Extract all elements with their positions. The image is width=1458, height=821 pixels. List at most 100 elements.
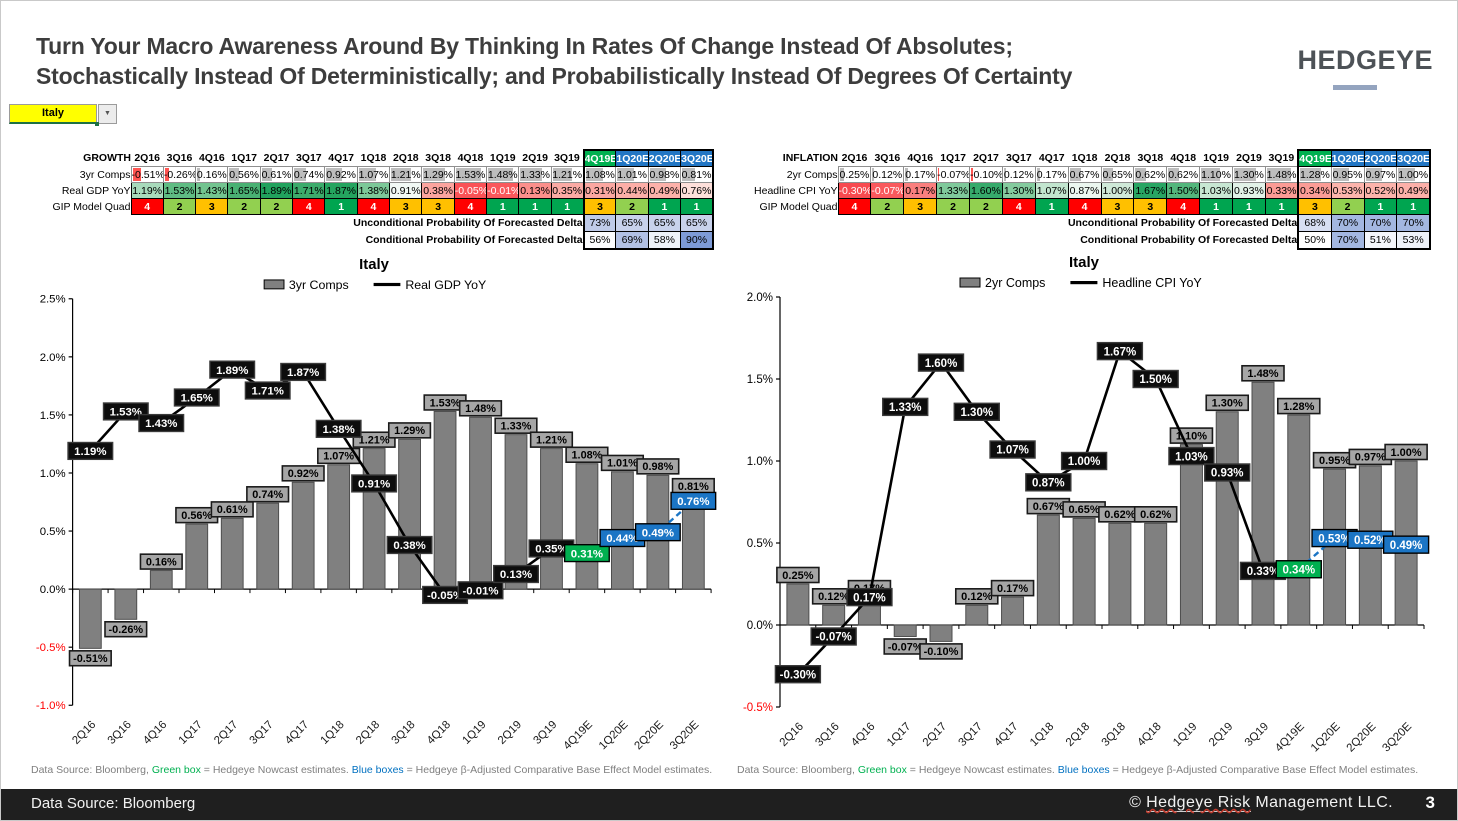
bar-label-box bbox=[210, 501, 254, 518]
chart-text: 0.65% bbox=[1069, 504, 1100, 516]
bar bbox=[78, 588, 102, 649]
cell: 1 bbox=[324, 198, 358, 215]
bar-label-box bbox=[387, 422, 432, 439]
title-line-2: Stochastically Instead Of Deterministica… bbox=[36, 63, 1073, 89]
cell: 1 bbox=[647, 198, 682, 215]
x-label: 1Q19 bbox=[1171, 721, 1199, 749]
bar bbox=[291, 481, 315, 590]
cell: 1 bbox=[518, 198, 552, 215]
chart-text: 0.25% bbox=[782, 570, 813, 582]
chart-text: 0.12% bbox=[818, 591, 849, 603]
chart-text: 0.74% bbox=[252, 489, 283, 501]
chart-text: 1.53% bbox=[110, 407, 142, 419]
inflation-chart-canvas: Italy 2yr Comps Headline CPI YoY 2.0% 1.5% 1.… bbox=[733, 247, 1435, 762]
probability-label: Unconditional Probability Of Forecasted … bbox=[353, 217, 583, 230]
cell: -0.07% bbox=[936, 166, 970, 183]
cell: 0.98% bbox=[647, 166, 682, 183]
footnote-text: = Hedgeye Nowcast estimates. bbox=[909, 764, 1055, 776]
cell: 1.00% bbox=[1396, 166, 1432, 183]
bar bbox=[220, 517, 244, 590]
quarter-header: 4Q16 bbox=[907, 152, 934, 164]
line-labels: -0.30% -0.07% 0.17% 1.33% 1.60% 1.30% 1.07% 0.8… bbox=[774, 341, 1430, 684]
cell: 3 bbox=[1297, 198, 1332, 215]
cell: 1 bbox=[1232, 198, 1266, 215]
bar-label-box bbox=[919, 643, 963, 660]
probability-cell: 65% bbox=[680, 214, 715, 232]
cell: 1 bbox=[1264, 198, 1299, 215]
cell: 0.61% bbox=[259, 166, 294, 183]
bar bbox=[504, 434, 528, 590]
quarter-header: 2Q17 bbox=[263, 152, 290, 164]
cell: 2 bbox=[615, 198, 649, 215]
chart-text: 0.52% bbox=[1354, 535, 1387, 547]
bar bbox=[540, 448, 563, 590]
cell: 0.52% bbox=[1363, 182, 1398, 199]
line-label-box bbox=[774, 665, 822, 684]
line-label-box bbox=[810, 627, 857, 646]
growth-chart-canvas: Italy 3yr Comps Real GDP YoY 2.5% 2.0% 1.5% 1.… bbox=[27, 247, 721, 762]
chart-text: 3Q17 bbox=[248, 719, 276, 747]
country-dropdown[interactable]: Italy ▼ bbox=[9, 104, 117, 126]
chart-text: 0.49% bbox=[642, 527, 674, 539]
chart-text: 0.81% bbox=[678, 481, 709, 493]
copyright-suffix: Management LLC. bbox=[1250, 794, 1393, 811]
chart-text: 1.89% bbox=[216, 365, 248, 377]
bar bbox=[149, 570, 173, 590]
chart-text: 1.30% bbox=[1212, 398, 1243, 410]
bar-label-box bbox=[352, 431, 396, 448]
chart-text: 1.53% bbox=[430, 397, 461, 409]
quarter-header: 3Q20E bbox=[680, 149, 715, 167]
bar bbox=[1287, 414, 1311, 626]
line-label-box bbox=[563, 544, 610, 563]
cell: 1.03% bbox=[1199, 182, 1233, 199]
x-label: 1Q20E bbox=[1309, 720, 1343, 754]
chart-text: 1.65% bbox=[181, 393, 213, 405]
chart-text: 2Q16 bbox=[70, 719, 98, 747]
row-label: GIP Model Quad bbox=[759, 200, 838, 213]
footnote-text: = Hedgeye β-Adjusted Comparative Base Ef… bbox=[406, 764, 713, 776]
bar-label-box bbox=[1241, 364, 1285, 382]
line-label-box bbox=[1275, 560, 1322, 579]
legend-bar-swatch bbox=[959, 277, 981, 288]
chart-text: -0.07% bbox=[888, 641, 923, 653]
cell: 0.49% bbox=[1396, 182, 1432, 199]
quarter-header: 3Q17 bbox=[1005, 152, 1032, 164]
copyright-symbol: © bbox=[1129, 794, 1147, 811]
inflation-chart: Italy 2yr Comps Headline CPI YoY 2.0% 1.5% 1.… bbox=[733, 247, 1435, 792]
bar-label-box bbox=[139, 553, 183, 570]
chart-text: -0.10% bbox=[924, 646, 959, 658]
chart-text: -1.0% bbox=[36, 700, 66, 712]
cell: 0.44% bbox=[615, 182, 649, 199]
cell: 1.89% bbox=[259, 182, 294, 199]
chart-text: 3yr Comps bbox=[289, 278, 349, 292]
quarter-header: 2Q17 bbox=[973, 152, 999, 164]
bar bbox=[893, 624, 917, 637]
line-label-box bbox=[1132, 369, 1179, 389]
quarter-header: 2Q19 bbox=[1236, 152, 1262, 164]
chart-text: 2.0% bbox=[747, 292, 773, 304]
line-label-box bbox=[351, 474, 398, 493]
cell: 4 bbox=[1001, 198, 1036, 215]
footnote-green-label: Green box bbox=[857, 764, 907, 776]
bar-label-box bbox=[1205, 394, 1250, 412]
dropdown-arrow-icon[interactable]: ▼ bbox=[98, 104, 117, 124]
cell: 0.38% bbox=[421, 182, 455, 199]
cell: 1.53% bbox=[162, 182, 197, 199]
legend-bar-swatch bbox=[263, 279, 285, 290]
cell: -0.10% bbox=[969, 166, 1003, 183]
chart-text: 1.5% bbox=[40, 410, 66, 422]
cell: 1.53% bbox=[453, 166, 488, 183]
cell: 1 bbox=[1199, 198, 1233, 215]
x-label: 4Q17 bbox=[283, 719, 311, 747]
line-label-box bbox=[1168, 446, 1215, 466]
chart-text: 0.67% bbox=[1033, 501, 1064, 513]
x-label: 2Q16 bbox=[70, 719, 98, 747]
chart-text: 0.49% bbox=[1390, 540, 1423, 552]
chart-footnote: Data Source: Bloomberg, Green box = Hedg… bbox=[733, 764, 1435, 776]
chart-text: 1.28% bbox=[1283, 401, 1314, 413]
x-label: 2Q18 bbox=[354, 719, 382, 747]
quarter-header: 3Q19 bbox=[554, 152, 580, 164]
quarter-header: 1Q19 bbox=[489, 152, 516, 164]
chart-text: 1.43% bbox=[145, 418, 177, 430]
x-label: 3Q20E bbox=[668, 718, 702, 752]
